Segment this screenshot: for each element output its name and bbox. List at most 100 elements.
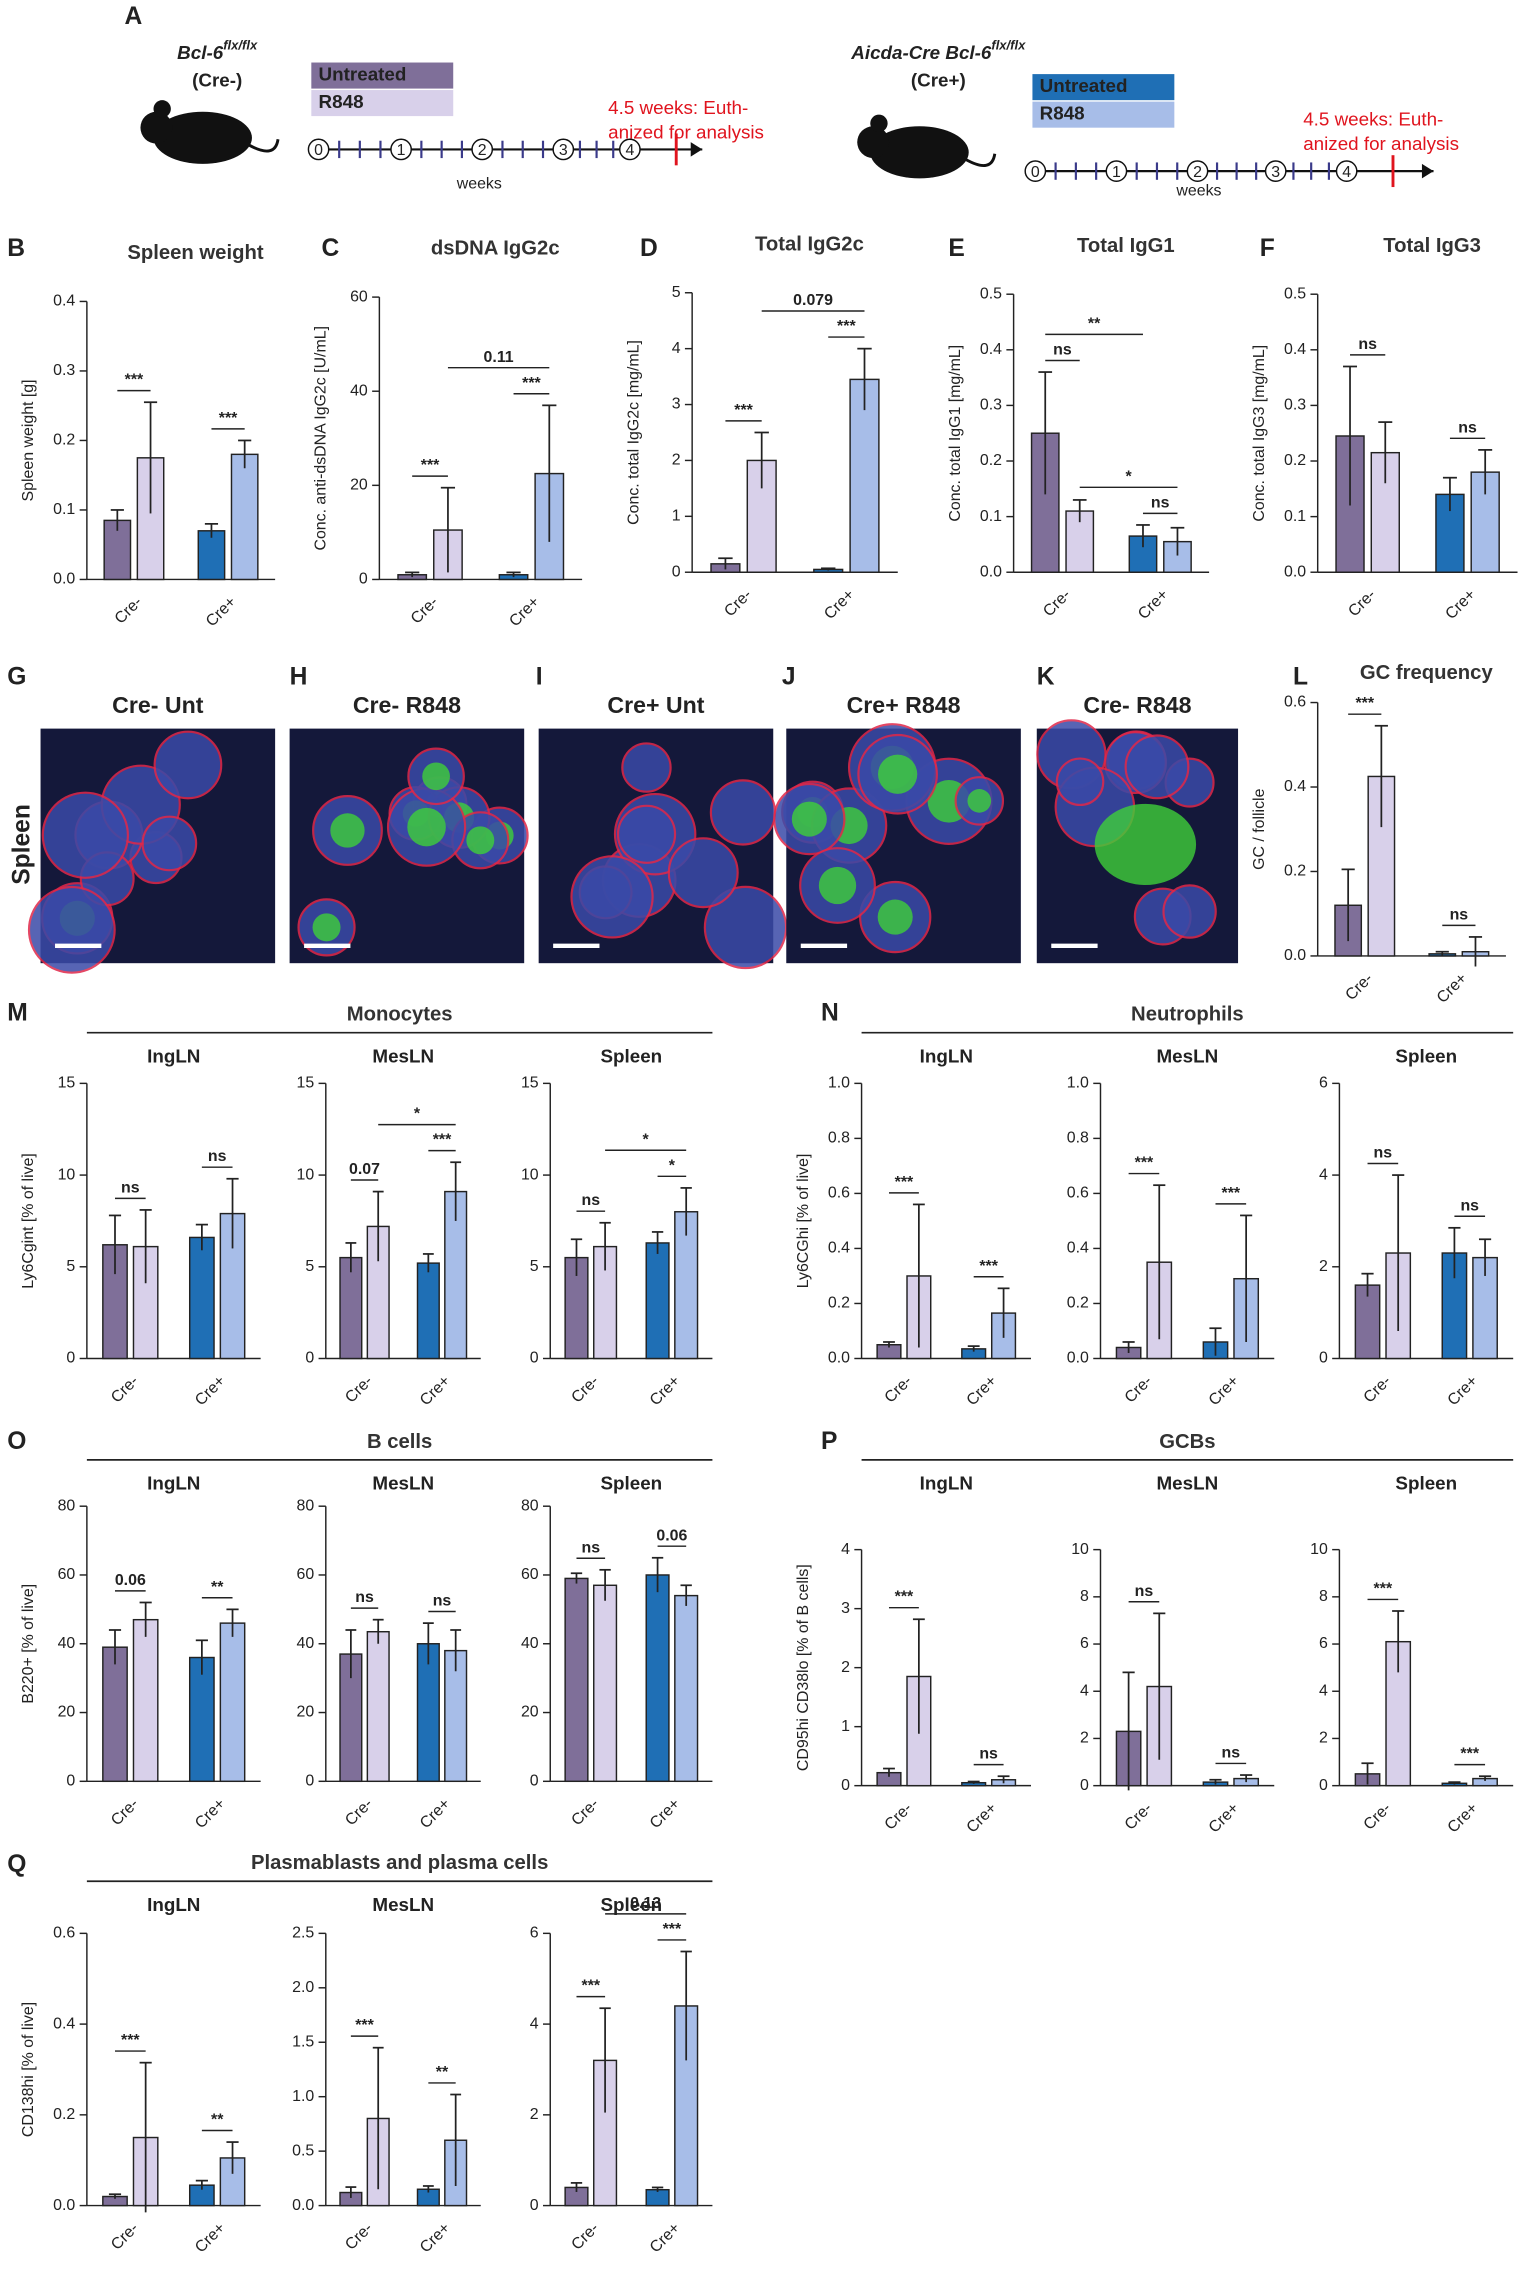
panel-letter: N: [821, 999, 839, 1026]
y-tick-label: 0.0: [1284, 947, 1306, 964]
follicle: [1162, 884, 1217, 939]
timeline-node: [390, 138, 412, 161]
y-tick-label: 0.4: [53, 2015, 75, 2032]
x-tick-label: Cre+: [1442, 586, 1479, 623]
panel-letter: O: [7, 1428, 26, 1455]
x-tick-label: Cre+: [203, 594, 240, 631]
follicle: [667, 837, 739, 909]
y-axis-label: Conc. anti-dsDNA IgG2c [U/mL]: [313, 326, 330, 551]
x-tick-label: Cre+: [417, 1373, 454, 1410]
y-tick-label: 0.4: [828, 1240, 850, 1257]
y-tick-label: 0.0: [1284, 563, 1306, 580]
image-title: Cre+ R848: [847, 692, 961, 718]
significance-label: ***: [1355, 695, 1374, 712]
legend-swatch: [1032, 101, 1175, 128]
y-tick-label: 8: [1319, 1588, 1328, 1605]
significance-label: ***: [1135, 1155, 1154, 1172]
y-tick-label: 0: [66, 1773, 75, 1790]
y-axis-label: CD138hi [% of live]: [20, 2002, 37, 2137]
x-tick-label: Cre-: [408, 594, 442, 628]
y-tick-label: 1: [841, 1718, 850, 1735]
y-tick-label: 2: [672, 452, 681, 469]
y-tick-label: 0.6: [1284, 694, 1306, 711]
y-tick-label: 2: [1319, 1730, 1328, 1747]
timeline-label: 3: [1271, 164, 1280, 181]
x-tick-label: Cre-: [1361, 1373, 1395, 1407]
y-tick-label: 4: [1080, 1682, 1089, 1699]
subplot-title: MesLN: [1157, 1472, 1219, 1493]
significance-label: *: [669, 1157, 676, 1174]
subplot-title: IngLN: [920, 1045, 973, 1066]
panel-letter: Q: [7, 1851, 26, 1878]
follicle: [41, 791, 129, 879]
mouse-left: [140, 100, 280, 164]
genotype-name: Aicda-Cre Bcl-6: [850, 42, 992, 63]
y-tick-label: 0.2: [1067, 1295, 1089, 1312]
y-tick-label: 0: [1319, 1777, 1328, 1794]
y-tick-label: 20: [297, 1704, 315, 1721]
y-tick-label: 0.0: [1067, 1350, 1089, 1367]
y-tick-label: 0.4: [1067, 1240, 1089, 1257]
legend-label: R848: [319, 91, 364, 112]
y-axis-label: Spleen weight [g]: [20, 379, 37, 501]
timeline-node: [1024, 160, 1047, 182]
timeline-node: [552, 138, 575, 161]
y-tick-label: 4: [1319, 1682, 1328, 1699]
bar: [645, 1242, 670, 1360]
y-tick-label: 0.2: [53, 2106, 75, 2123]
y-tick-label: 0.6: [828, 1185, 850, 1202]
significance-label: *: [643, 1131, 650, 1148]
genotype: Aicda-Cre Bcl-6flx/flx: [850, 38, 1026, 63]
x-tick-label: Cre+: [192, 2220, 229, 2257]
subplot-title: Spleen: [1395, 1045, 1457, 1066]
timeline-node: [1335, 160, 1358, 182]
x-tick-label: Cre+: [647, 1795, 684, 1832]
legend-label: Untreated: [319, 64, 407, 85]
significance-label: ***: [355, 2017, 374, 2034]
y-tick-label: 60: [58, 1566, 76, 1583]
bar: [593, 1584, 618, 1783]
genotype-sup: flx/flx: [223, 38, 258, 53]
significance-label: 0.079: [793, 292, 833, 309]
timeline-label: 1: [397, 142, 406, 159]
x-tick-label: Cre-: [342, 1795, 376, 1829]
timeline-label: 2: [478, 142, 487, 159]
y-tick-label: 0.2: [980, 452, 1002, 469]
follicle: [703, 885, 788, 970]
y-tick-label: 40: [58, 1635, 76, 1652]
y-tick-label: 2: [1319, 1258, 1328, 1275]
germinal-center: [791, 801, 827, 837]
y-tick-label: 0.4: [1284, 778, 1306, 795]
x-tick-label: Cre-: [1040, 586, 1074, 620]
bar: [188, 1236, 215, 1360]
significance-label: ***: [895, 1174, 914, 1191]
x-tick-label: Cre-: [108, 2220, 142, 2254]
timeline-label: 1: [1112, 164, 1121, 181]
y-tick-label: 0: [530, 2197, 539, 2214]
bar: [102, 1646, 128, 1783]
subplot-title: MesLN: [1157, 1045, 1219, 1066]
y-tick-label: 0.0: [828, 1350, 850, 1367]
bar: [849, 378, 880, 573]
y-tick-label: 0.1: [1284, 508, 1306, 525]
y-tick-label: 0.4: [980, 341, 1002, 358]
y-tick-label: 1.0: [828, 1075, 850, 1092]
endpoint-text: 4.5 weeks: Euth-: [608, 97, 748, 118]
significance-label: *: [414, 1106, 421, 1123]
image-title: Cre- R848: [353, 692, 461, 718]
genotype-label: (Cre-): [192, 69, 242, 90]
timeline-node: [619, 138, 641, 161]
group-title: Neutrophils: [1131, 1004, 1244, 1026]
y-tick-label: 0.3: [980, 397, 1002, 414]
endpoint-text: anized for analysis: [1303, 133, 1459, 154]
germinal-center: [466, 826, 495, 855]
y-tick-label: 3: [672, 396, 681, 413]
x-tick-label: Cre-: [108, 1795, 142, 1829]
timeline-label: 0: [314, 142, 323, 159]
x-tick-label: Cre-: [882, 1800, 916, 1834]
significance-label: ***: [125, 372, 144, 389]
x-tick-label: Cre+: [1434, 970, 1471, 1007]
x-tick-label: Cre+: [1445, 1373, 1482, 1410]
y-tick-label: 1: [672, 508, 681, 525]
significance-label: ns: [582, 1539, 601, 1556]
